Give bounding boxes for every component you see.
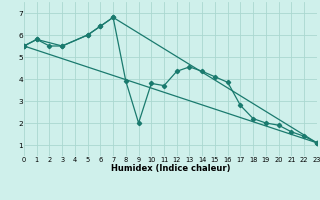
X-axis label: Humidex (Indice chaleur): Humidex (Indice chaleur) [111, 164, 230, 173]
